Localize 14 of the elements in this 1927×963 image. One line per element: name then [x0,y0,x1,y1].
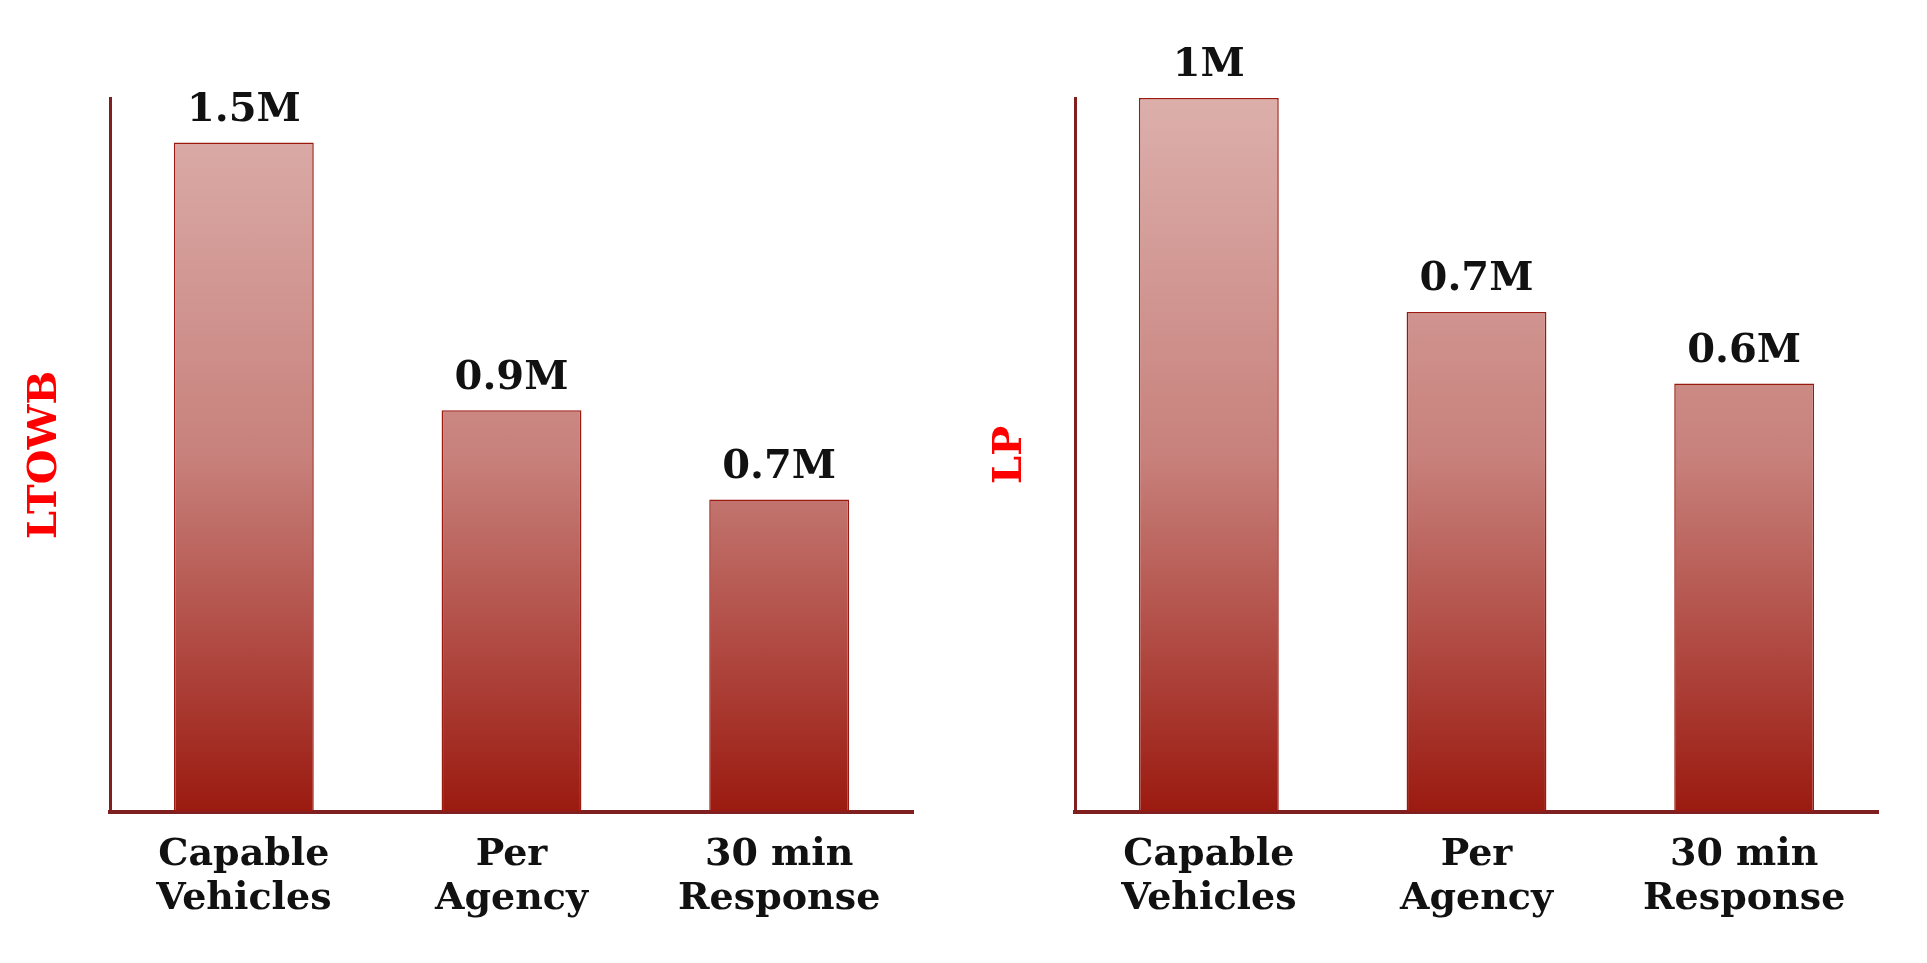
data-label: 1M [1172,38,1245,86]
data-label: 0.7M [1419,252,1534,300]
x-tick-label: 30 min Response [1643,829,1846,919]
x-tick-label: Per Agency [1398,829,1554,919]
x-tick-label: Capable Vehicles [1120,829,1297,919]
x-tick-label: Per Agency [433,829,589,919]
data-label: 0.9M [454,350,569,398]
x-tick-label: 30 min Response [678,829,881,919]
data-label: 0.7M [722,439,837,487]
y-axis-title: LTOWB [18,370,66,539]
y-axis-title: LP [983,425,1031,484]
x-tick-label: Capable Vehicles [155,829,332,919]
data-label: 0.6M [1687,323,1802,371]
data-label: 1.5M [186,82,301,130]
